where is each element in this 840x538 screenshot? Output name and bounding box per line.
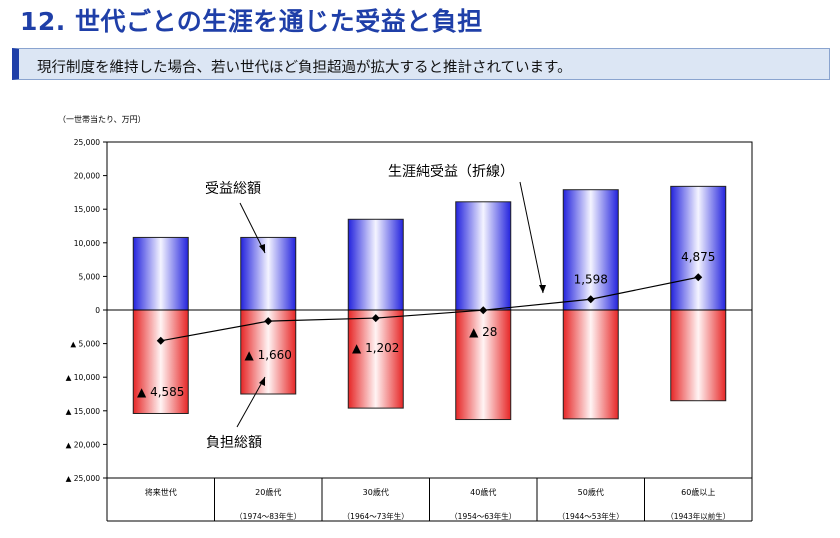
y-tick-label: 20,000 [74,172,100,181]
page-title: 12. 世代ごとの生涯を通じた受益と負担 [20,7,483,36]
y-tick-label: ▲ 5,000 [70,340,100,349]
annotation-net: 生涯純受益（折線） [388,164,514,180]
category-years-label: （1943年以前生） [666,511,730,521]
category-label: 30歳代 [363,487,389,497]
arrow-head-icon [259,377,265,386]
burden-bar [455,309,512,421]
net-benefit-label: ▲ 1,202 [352,341,399,355]
category-label: 20歳代 [255,487,281,497]
y-tick-label: ▲ 25,000 [66,474,101,483]
category-years-label: （1964～73年生） [343,511,409,521]
y-tick-label: 10,000 [74,239,100,248]
annotation-benefit: 受益総額 [205,181,261,197]
net-benefit-line [160,276,699,342]
arrow-head-icon [539,285,546,293]
y-tick-label: 0 [95,306,100,315]
net-benefit-point [694,273,703,282]
y-tick-label: ▲ 20,000 [66,440,101,449]
benefit-bar [455,201,512,311]
net-benefit-point [264,317,273,326]
subtitle-banner: 現行制度を維持した場合、若い世代ほど負担超過が拡大すると推計されています。 [12,48,830,80]
subtitle-text: 現行制度を維持した場合、若い世代ほど負担超過が拡大すると推計されています。 [37,60,572,76]
burden-bar [670,309,727,402]
annotation-burden: 負担総額 [206,435,262,451]
benefit-bar [132,236,189,311]
benefit-bar [562,189,619,311]
burden-bar [562,309,619,420]
net-benefit-point [371,314,380,323]
y-tick-label: ▲ 10,000 [66,373,101,382]
category-years-label: （1974～83年生） [235,511,301,521]
benefit-bar [670,185,727,311]
net-benefit-point [586,295,595,304]
annotation-arrow-net [519,181,544,294]
benefit-bar [240,236,297,311]
burden-bar [347,309,404,409]
unit-note: （一世帯当たり、万円） [58,114,146,124]
category-label: 60歳以上 [681,487,715,497]
category-years-label: （1954～63年生） [450,511,516,521]
annotation-arrow-benefit [239,202,266,254]
net-benefit-point [479,306,488,315]
net-benefit-label: ▲ 1,660 [245,348,292,362]
net-benefit-label: ▲ 28 [469,325,497,339]
burden-bar [132,309,189,414]
category-label: 50歳代 [578,487,604,497]
y-tick-label: 15,000 [74,205,100,214]
annotation-arrow-burden [236,376,266,428]
category-label: 将来世代 [145,487,177,497]
y-tick-label: 25,000 [74,138,100,147]
category-label: 40歳代 [470,487,496,497]
net-benefit-point [156,336,165,345]
net-benefit-label: 1,598 [574,272,608,286]
net-benefit-label: 4,875 [681,250,715,264]
benefit-bar [347,218,404,311]
y-tick-label: 5,000 [79,272,101,281]
category-years-label: （1944～53年生） [558,511,624,521]
y-tick-label: ▲ 15,000 [66,407,101,416]
arrow-head-icon [259,244,265,253]
net-benefit-label: ▲ 4,585 [137,385,184,399]
